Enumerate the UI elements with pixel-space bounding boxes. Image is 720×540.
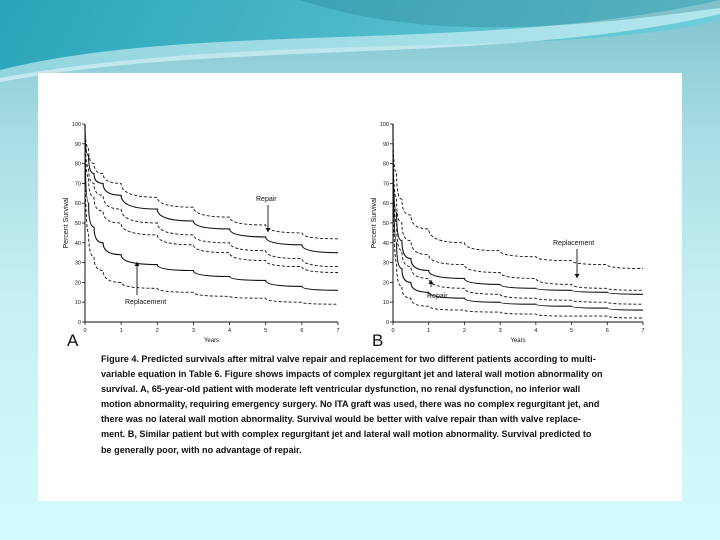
y-tick-label: 80 xyxy=(75,162,81,168)
x-axis-label: Years xyxy=(510,338,525,344)
x-tick-label: 2 xyxy=(156,328,159,334)
y-tick-label: 50 xyxy=(383,221,389,227)
caption-line: survival. A, 65-year-old patient with mo… xyxy=(101,384,581,395)
caption-line: variable equation in Table 6. Figure sho… xyxy=(101,369,603,380)
caption-line: ment. B, Similar patient but with comple… xyxy=(101,429,592,440)
x-tick-label: 0 xyxy=(391,328,394,334)
y-tick-label: 30 xyxy=(383,261,389,267)
curve-annotation: Repair xyxy=(256,196,277,203)
panel-label: B xyxy=(372,331,383,350)
panel-label: A xyxy=(67,331,79,350)
y-tick-label: 10 xyxy=(75,300,81,306)
caption-line: be generally poor, with no advantage of … xyxy=(101,444,302,455)
y-axis-label: Percent Survival xyxy=(63,197,70,248)
figure-panel xyxy=(38,73,682,501)
x-tick-label: 6 xyxy=(606,328,609,334)
y-tick-label: 90 xyxy=(383,142,389,148)
figure-caption: Figure 4. Predicted survivals after mitr… xyxy=(101,352,614,458)
curve-annotation: Replacement xyxy=(553,240,594,247)
series-line-5 xyxy=(84,123,339,291)
series-line-2 xyxy=(392,123,644,291)
x-tick-label: 5 xyxy=(264,328,267,334)
x-tick-label: 4 xyxy=(228,328,231,334)
series-line-3 xyxy=(84,123,339,268)
chart-panel-a: 0 10 20 30 40 50 60 70 80 90 100 0 1 2 3 4 5 6 7 Years Perce… xyxy=(63,122,340,350)
caption-line: Figure 4. Predicted survivals after mitr… xyxy=(101,354,596,364)
x-tick-label: 7 xyxy=(641,328,644,334)
x-tick-label: 6 xyxy=(300,328,303,334)
series-line-6 xyxy=(392,123,644,319)
y-tick-label: 0 xyxy=(386,320,389,326)
y-tick-label: 100 xyxy=(380,122,389,128)
x-tick-label: 1 xyxy=(427,328,430,334)
y-tick-label: 40 xyxy=(383,241,389,247)
y-tick-label: 60 xyxy=(75,201,81,207)
y-tick-label: 50 xyxy=(75,221,81,227)
y-tick-label: 90 xyxy=(75,142,81,148)
y-tick-label: 80 xyxy=(383,162,389,168)
caption-line: there was no lateral wall motion abnorma… xyxy=(101,414,581,425)
curve-annotation: Repair xyxy=(427,293,448,300)
y-tick-label: 0 xyxy=(78,320,81,326)
series-line-2 xyxy=(84,123,339,254)
series-line-5 xyxy=(392,123,644,311)
y-axis-label: Percent Survival xyxy=(371,197,378,248)
series-line-4 xyxy=(392,123,644,305)
y-tick-label: 30 xyxy=(75,261,81,267)
x-tick-label: 3 xyxy=(499,328,502,334)
x-tick-label: 0 xyxy=(83,328,86,334)
y-tick-label: 20 xyxy=(75,280,81,286)
y-tick-label: 100 xyxy=(72,122,81,128)
y-tick-label: 70 xyxy=(383,181,389,187)
series-line-6 xyxy=(84,123,339,305)
x-axis-label: Years xyxy=(204,338,219,344)
y-tick-label: 10 xyxy=(383,300,389,306)
y-tick-label: 40 xyxy=(75,241,81,247)
caption-line: motion abnormality, requiring emergency … xyxy=(101,399,600,410)
x-tick-label: 4 xyxy=(534,328,537,334)
x-tick-label: 3 xyxy=(192,328,195,334)
annotation-arrow-head xyxy=(574,274,580,278)
x-tick-label: 7 xyxy=(336,328,339,334)
curve-annotation: Replacement xyxy=(125,299,166,306)
y-tick-label: 20 xyxy=(383,280,389,286)
series-line-1 xyxy=(84,123,339,240)
x-tick-label: 1 xyxy=(120,328,123,334)
series-line-3 xyxy=(392,123,644,295)
annotation-arrow-head xyxy=(428,280,434,284)
x-tick-label: 2 xyxy=(463,328,466,334)
annotation-arrow-head xyxy=(134,262,140,266)
annotation-arrow-head xyxy=(265,228,271,232)
series-line-4 xyxy=(84,123,339,273)
x-tick-label: 5 xyxy=(570,328,573,334)
y-tick-label: 60 xyxy=(383,201,389,207)
chart-panel-b: 0 10 20 30 40 50 60 70 80 90 100 0 1 2 3 4 5 6 7 Years Perce… xyxy=(371,122,645,350)
series-line-1 xyxy=(392,123,644,269)
y-tick-label: 70 xyxy=(75,181,81,187)
